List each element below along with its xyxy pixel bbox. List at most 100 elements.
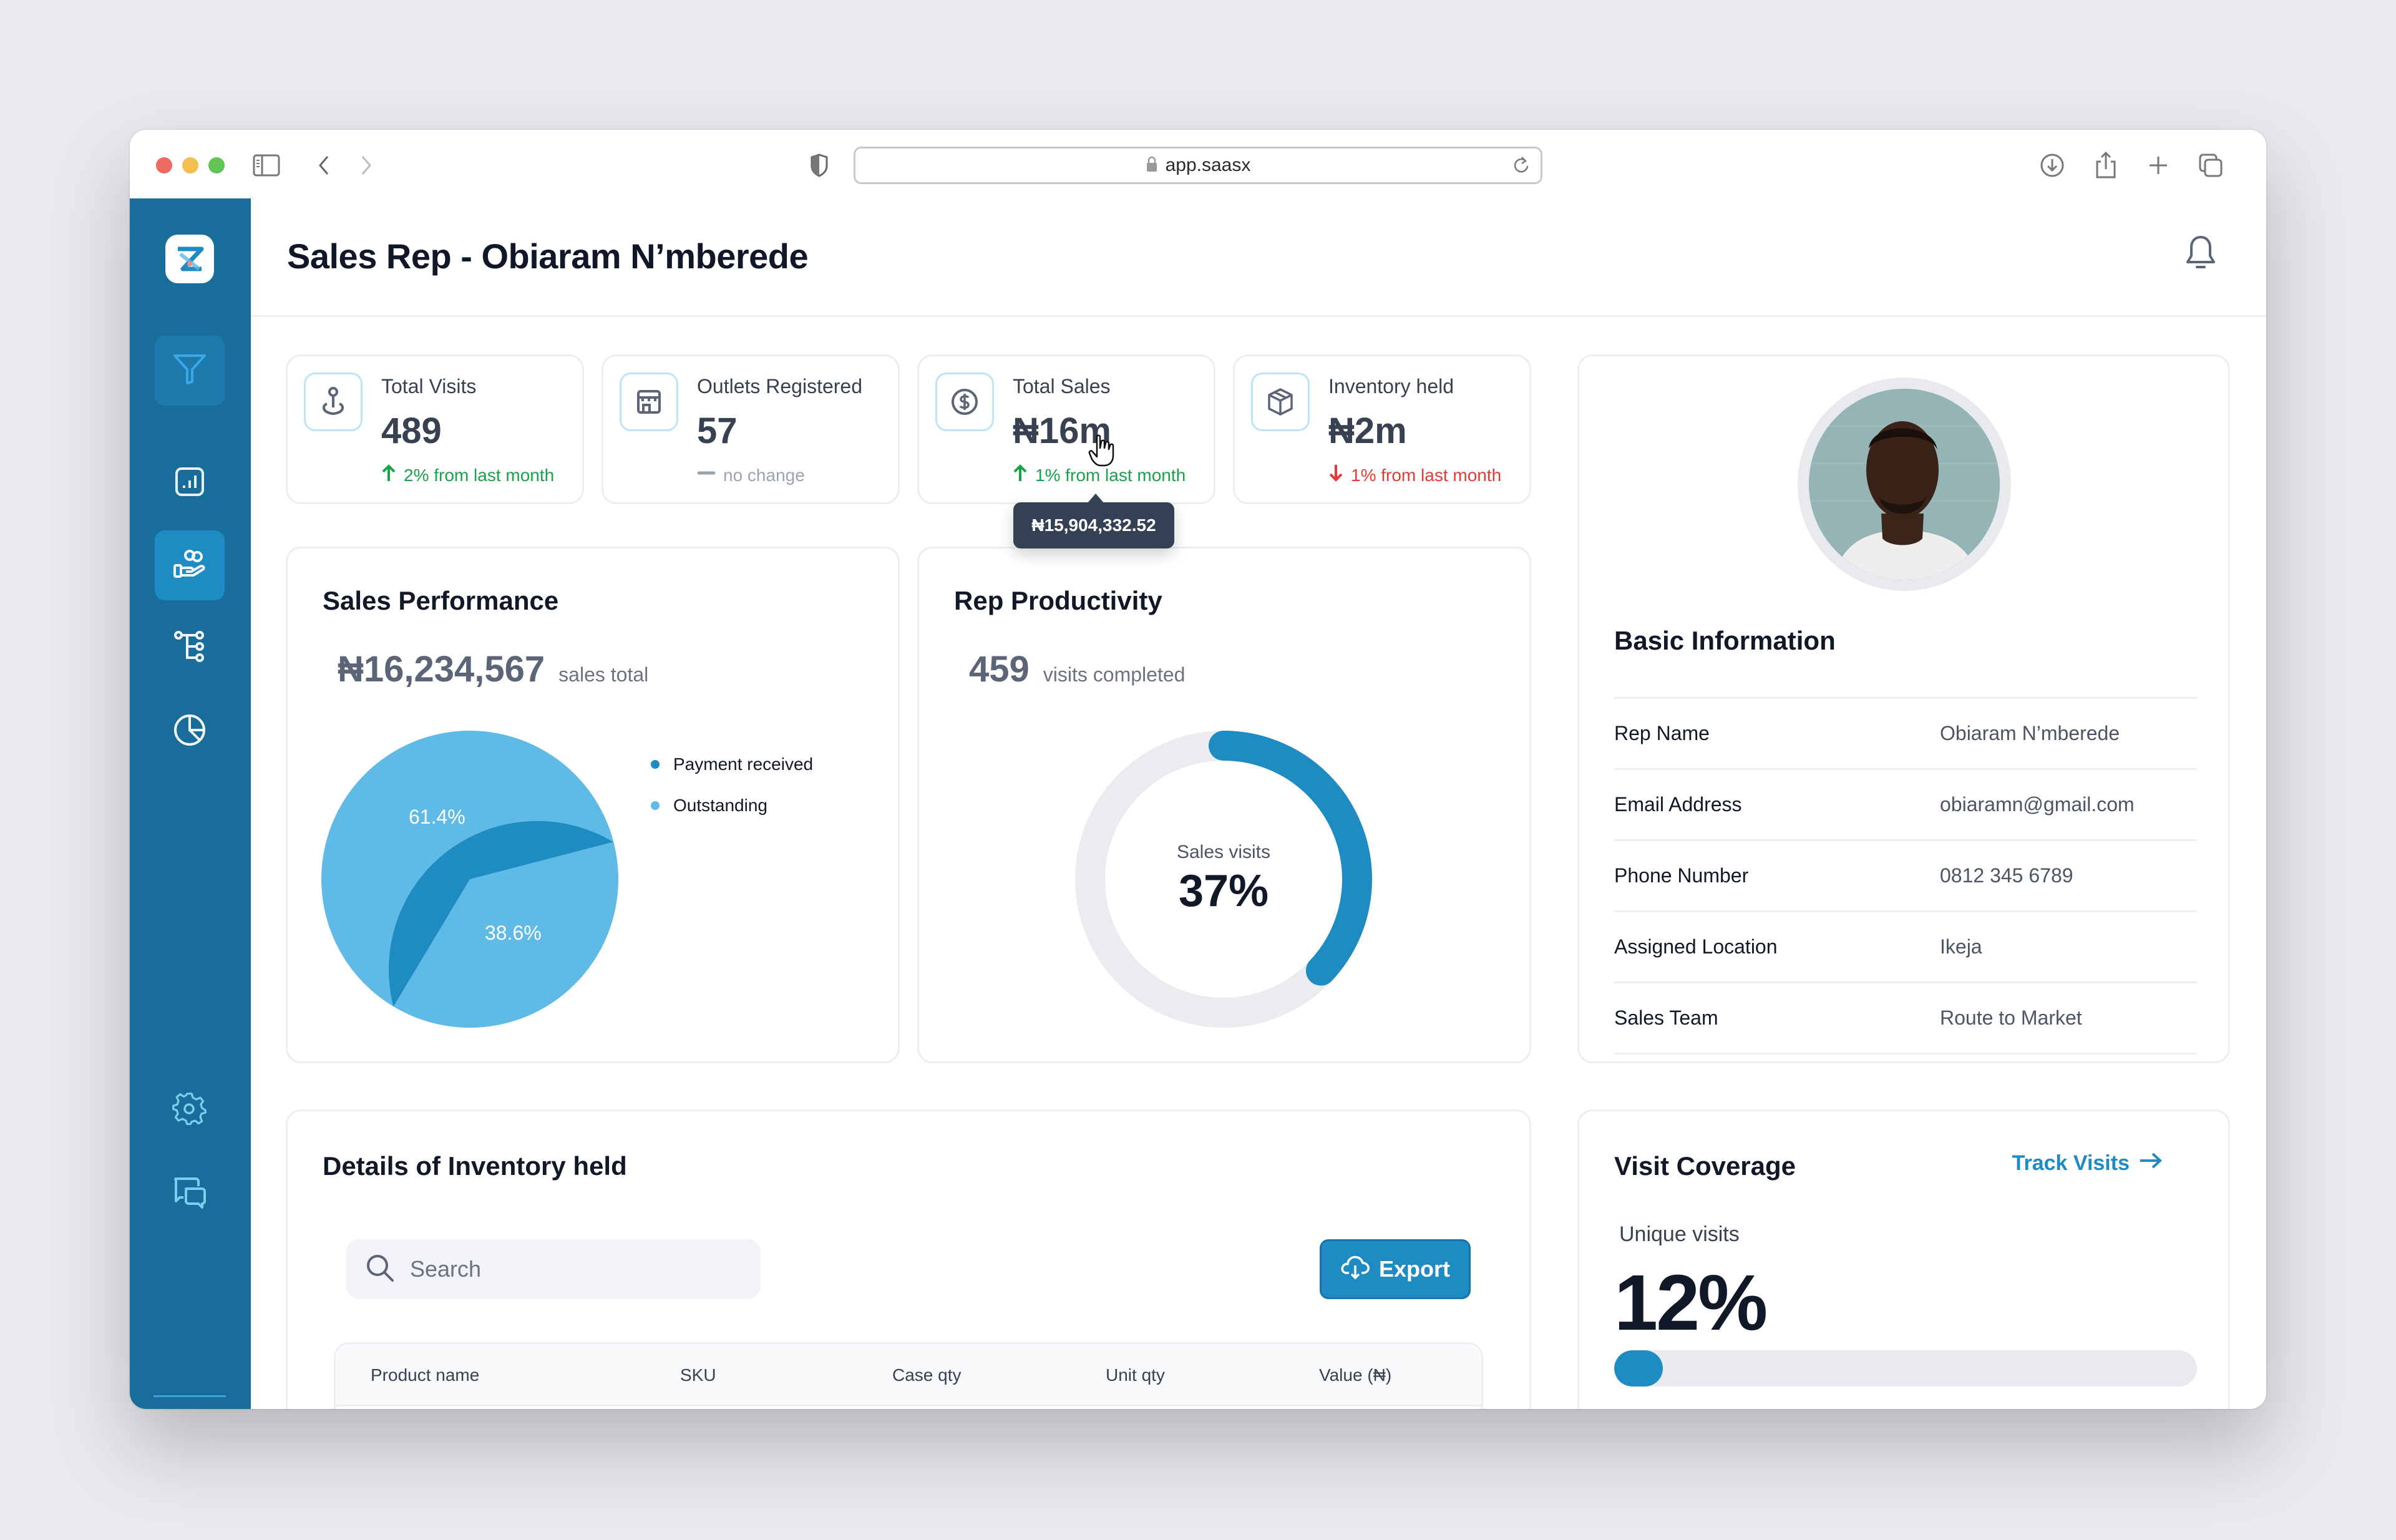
sidebar-item-messages[interactable] bbox=[155, 1159, 225, 1229]
arrow-down-icon bbox=[1328, 464, 1343, 487]
sidebar-item-filter[interactable] bbox=[155, 336, 225, 406]
arrow-up-icon bbox=[381, 464, 396, 487]
bar-chart-icon bbox=[175, 467, 205, 500]
sidebar-item-analytics[interactable] bbox=[155, 696, 225, 766]
column-header-sku[interactable]: SKU bbox=[680, 1365, 716, 1385]
url-text: app.saasx bbox=[1165, 155, 1251, 175]
legend-dot bbox=[651, 801, 660, 810]
sales-total: ₦16,234,567 sales total bbox=[338, 649, 649, 690]
rep-productivity-card: Rep Productivity 459 visits completed Sa… bbox=[917, 547, 1531, 1063]
track-visits-link[interactable]: Track Visits bbox=[2012, 1151, 2163, 1176]
filter-icon bbox=[172, 353, 207, 389]
basic-info-title: Basic Information bbox=[1614, 626, 1836, 655]
total-sales-tooltip: ₦15,904,332.52 bbox=[1013, 494, 1174, 548]
browser-window: app.saasx bbox=[130, 130, 2266, 1409]
profile-photo bbox=[1798, 378, 2011, 591]
stat-value: 57 bbox=[697, 411, 738, 451]
stat-label: Inventory held bbox=[1328, 375, 1454, 397]
info-row-sales-team: Sales Team Route to Market bbox=[1614, 983, 2197, 1055]
sidebar-item-settings[interactable] bbox=[155, 1076, 225, 1146]
app-logo[interactable] bbox=[165, 235, 214, 283]
back-icon[interactable] bbox=[309, 151, 338, 180]
dash-icon bbox=[697, 464, 716, 487]
share-icon[interactable] bbox=[2092, 151, 2120, 180]
info-row-location: Assigned Location Ikeja bbox=[1614, 912, 2197, 983]
visit-coverage-card: Visit Coverage Track Visits Unique visit… bbox=[1577, 1109, 2230, 1409]
card-title: Sales Performance bbox=[323, 586, 559, 615]
search-input[interactable] bbox=[410, 1256, 722, 1282]
inventory-card: Details of Inventory held Export Product… bbox=[286, 1109, 1531, 1409]
reload-icon[interactable] bbox=[1512, 155, 1531, 179]
minimize-window-button[interactable] bbox=[182, 157, 198, 173]
column-header-product[interactable]: Product name bbox=[371, 1365, 480, 1385]
hierarchy-icon bbox=[173, 630, 206, 666]
store-icon bbox=[620, 373, 678, 431]
browser-toolbar: app.saasx bbox=[130, 130, 2266, 198]
page-title: Sales Rep - Obiaram N’mberede bbox=[287, 236, 809, 276]
column-header-unit-qty[interactable]: Unit qty bbox=[1106, 1365, 1165, 1385]
stat-value: ₦2m bbox=[1328, 411, 1407, 451]
column-header-case-qty[interactable]: Case qty bbox=[892, 1365, 962, 1385]
sidebar-item-hierarchy[interactable] bbox=[155, 613, 225, 683]
close-window-button[interactable] bbox=[156, 157, 172, 173]
stat-delta: 1% from last month bbox=[1013, 464, 1186, 487]
stat-card-inventory: Inventory held ₦2m 1% from last month bbox=[1233, 354, 1531, 504]
sales-visits-donut: Sales visits 37% bbox=[1074, 729, 1373, 1029]
shield-icon[interactable] bbox=[805, 151, 834, 180]
stat-card-total-visits: Total Visits 489 2% from last month bbox=[286, 354, 584, 504]
column-header-value[interactable]: Value (₦) bbox=[1319, 1365, 1392, 1385]
stat-value[interactable]: ₦16m bbox=[1013, 411, 1111, 451]
legend-item-outstanding[interactable]: Outstanding bbox=[651, 796, 813, 816]
sidebar-toggle-icon[interactable] bbox=[252, 151, 281, 180]
download-icon[interactable] bbox=[2038, 151, 2067, 180]
legend-dot bbox=[651, 760, 660, 769]
location-pin-icon bbox=[304, 373, 363, 431]
tabs-overview-icon[interactable] bbox=[2196, 151, 2225, 180]
forward-icon[interactable] bbox=[352, 151, 381, 180]
info-row-rep-name: Rep Name Obiaram N’mberede bbox=[1614, 699, 2197, 770]
stat-card-total-sales[interactable]: Total Sales ₦16m 1% from last month bbox=[917, 354, 1215, 504]
donut-value: 37% bbox=[1178, 866, 1269, 916]
main-content: Sales Rep - Obiaram N’mberede Total Visi… bbox=[251, 198, 2266, 1409]
stat-delta: no change bbox=[697, 464, 805, 487]
pie-slice-payment-received[interactable] bbox=[388, 821, 613, 1007]
maximize-window-button[interactable] bbox=[208, 157, 225, 173]
card-title: Rep Productivity bbox=[954, 586, 1162, 615]
search-icon bbox=[365, 1253, 395, 1286]
sales-pie-chart[interactable]: 61.4% 38.6% bbox=[320, 729, 620, 1029]
donut-caption: Sales visits bbox=[1176, 842, 1271, 862]
page-header: Sales Rep - Obiaram N’mberede bbox=[251, 198, 2266, 317]
search-field[interactable] bbox=[346, 1239, 761, 1299]
unique-visits-progress bbox=[1614, 1350, 2197, 1386]
stat-label: Total Sales bbox=[1013, 375, 1111, 397]
hand-cursor-icon bbox=[1088, 434, 1116, 470]
sidebar-item-sales-reps[interactable] bbox=[155, 530, 225, 600]
bell-icon[interactable] bbox=[2185, 235, 2216, 273]
sidebar: OR bbox=[130, 198, 251, 1409]
cloud-download-icon bbox=[1340, 1253, 1370, 1286]
inventory-table: Product name SKU Case qty Unit qty Value… bbox=[334, 1342, 1483, 1409]
gear-icon bbox=[172, 1091, 208, 1131]
table-header: Product name SKU Case qty Unit qty Value… bbox=[336, 1344, 1481, 1406]
stat-delta: 2% from last month bbox=[381, 464, 554, 487]
legend-item-payment[interactable]: Payment received bbox=[651, 754, 813, 774]
address-bar[interactable]: app.saasx bbox=[854, 147, 1542, 184]
pie-label-payment: 61.4% bbox=[409, 806, 465, 828]
progress-fill bbox=[1614, 1350, 1663, 1386]
sidebar-item-reports[interactable] bbox=[155, 448, 225, 518]
lock-icon bbox=[1146, 155, 1158, 176]
basic-info-card: Basic Information Rep Name Obiaram N’mbe… bbox=[1577, 354, 2230, 1063]
new-tab-icon[interactable] bbox=[2144, 151, 2173, 180]
export-button[interactable]: Export bbox=[1320, 1239, 1471, 1299]
sidebar-divider bbox=[153, 1395, 226, 1397]
basic-info-table: Rep Name Obiaram N’mberede Email Address… bbox=[1614, 697, 2197, 1055]
arrow-right-icon bbox=[2138, 1151, 2163, 1176]
box-icon bbox=[1251, 373, 1310, 431]
stat-card-outlets: Outlets Registered 57 no change bbox=[601, 354, 900, 504]
stat-label: Outlets Registered bbox=[697, 375, 863, 397]
card-title: Visit Coverage bbox=[1614, 1151, 1796, 1181]
unique-visits-value: 12% bbox=[1614, 1259, 1768, 1347]
stat-label: Total Visits bbox=[381, 375, 477, 397]
visits-completed: 459 visits completed bbox=[969, 649, 1186, 690]
stat-value: 489 bbox=[381, 411, 442, 451]
